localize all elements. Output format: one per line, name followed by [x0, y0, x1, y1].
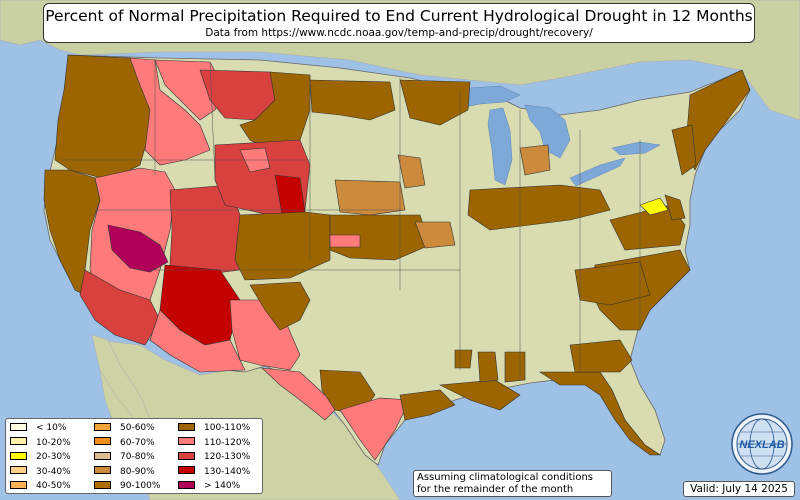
region-tennessee — [574, 261, 651, 306]
map-title: Percent of Normal Precipitation Required… — [45, 7, 753, 25]
legend-swatch — [94, 422, 111, 431]
legend-item: 110-120% — [178, 437, 250, 449]
legend-item: 90-100% — [94, 480, 160, 492]
region-nebraska — [334, 179, 406, 216]
legend-label: 40-50% — [36, 481, 71, 491]
lake-erie — [569, 157, 626, 187]
lake-huron — [524, 104, 571, 159]
legend-swatch — [178, 451, 195, 460]
globe-logo-icon: NEXLAB — [731, 413, 793, 475]
legend-swatch — [94, 437, 111, 445]
legend-item: 70-80% — [94, 451, 155, 463]
legend-label: 20-30% — [36, 452, 71, 462]
valid-date: Valid: July 14 2025 — [683, 481, 795, 497]
region-florida — [538, 371, 661, 456]
legend-swatch — [10, 480, 27, 489]
state-borders — [60, 60, 641, 380]
legend-label: 110-120% — [204, 437, 251, 448]
region-ohio-valley — [467, 184, 611, 231]
region-arizona-south — [149, 309, 246, 373]
region-michigan — [519, 144, 551, 176]
region-mississippi — [477, 351, 499, 383]
legend-label: 90-100% — [120, 481, 161, 491]
legend-item: 20-30% — [10, 451, 71, 463]
legend-label: > 140% — [204, 481, 241, 491]
legend-item: 10-20% — [10, 437, 71, 449]
region-georgia — [569, 339, 633, 373]
region-iowa — [397, 154, 426, 189]
legend-swatch — [94, 480, 111, 489]
legend-label: 120-130% — [204, 452, 251, 462]
region-dakotas — [309, 79, 396, 121]
region-texas-coast — [399, 389, 456, 421]
legend-item: 130-140% — [178, 466, 250, 478]
region-nevada-magenta — [107, 224, 169, 273]
legend-item: 120-130% — [178, 451, 250, 463]
legend-swatch — [178, 437, 195, 445]
region-new-york — [671, 124, 697, 176]
drought-regions — [43, 54, 751, 461]
legend-item: < 10% — [10, 422, 66, 434]
region-idaho — [129, 57, 211, 166]
region-delmarva — [664, 194, 686, 221]
legend-swatch — [178, 480, 195, 489]
data-source: Data from https://www.ncdc.noaa.gov/temp… — [205, 27, 593, 39]
legend-item: 50-60% — [94, 422, 155, 434]
legend-swatch — [10, 437, 27, 445]
legend-swatch — [10, 422, 27, 431]
region-arkansas — [454, 349, 473, 369]
legend-swatch — [10, 466, 27, 474]
region-texas-south — [339, 397, 411, 461]
assumption-note: Assuming climatological conditions for t… — [413, 470, 612, 497]
region-kansas-pink — [329, 234, 361, 248]
legend-label: < 10% — [36, 423, 67, 433]
legend-swatch — [178, 466, 195, 474]
region-texas-west — [261, 367, 341, 421]
legend: < 10% 10-20% 20-30% 30-40% 40-50% 50-60% 60-70… — [5, 418, 263, 494]
legend-item: 40-50% — [10, 480, 71, 492]
legend-swatch — [94, 466, 111, 474]
legend-label: 10-20% — [36, 437, 71, 448]
region-wisconsin — [399, 79, 471, 126]
legend-item: 100-110% — [178, 422, 250, 434]
legend-item: 60-70% — [94, 437, 155, 449]
legend-label: 100-110% — [204, 423, 251, 433]
note-line-2: for the remainder of the month — [417, 484, 574, 495]
region-new-mexico-brown — [249, 281, 311, 331]
legend-label: 60-70% — [120, 437, 155, 448]
legend-label: 80-90% — [120, 466, 155, 477]
region-kansas — [329, 214, 431, 261]
legend-swatch — [178, 422, 195, 431]
region-colorado — [234, 211, 331, 281]
legend-label: 50-60% — [120, 423, 155, 433]
region-maryland-yellow — [639, 197, 669, 216]
legend-item: 30-40% — [10, 466, 71, 478]
legend-label: 130-140% — [204, 466, 251, 477]
legend-swatch — [10, 451, 27, 460]
legend-label: 30-40% — [36, 466, 71, 477]
lake-michigan — [487, 107, 513, 186]
region-alabama — [504, 351, 526, 383]
legend-item: > 140% — [178, 480, 240, 492]
region-missouri — [414, 221, 456, 249]
lake-ontario — [611, 141, 661, 156]
legend-item: 80-90% — [94, 466, 155, 478]
legend-label: 70-80% — [120, 452, 155, 462]
region-southern-california — [79, 269, 161, 346]
note-line-1: Assuming climatological conditions — [417, 472, 593, 483]
legend-swatch — [94, 451, 111, 460]
title-box: Percent of Normal Precipitation Required… — [43, 3, 755, 43]
logo-text: NEXLAB — [739, 439, 784, 451]
